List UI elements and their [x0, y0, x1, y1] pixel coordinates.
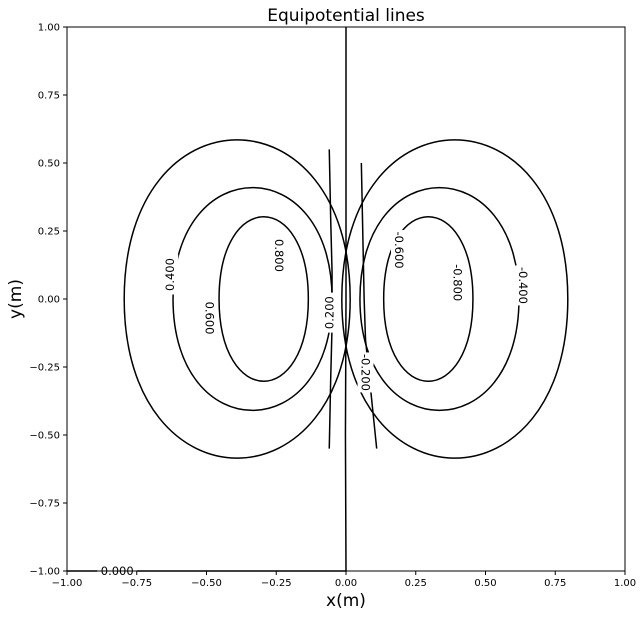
y-tick-label: −0.25: [29, 363, 60, 374]
x-tick-label: 0.25: [405, 578, 427, 589]
x-tick-label: 0.75: [544, 578, 566, 589]
y-tick-label: 0.25: [38, 227, 60, 238]
y-tick-label: −0.50: [29, 431, 60, 442]
y-tick-label: 0.00: [38, 295, 60, 306]
x-tick-label: −0.75: [121, 578, 152, 589]
y-tick-label: −0.75: [29, 499, 60, 510]
x-axis-title: x(m): [326, 591, 366, 611]
contour-label: -0.600: [392, 232, 406, 269]
contour-label-background: [271, 235, 288, 276]
contour-line: [360, 162, 378, 449]
x-tick-label: 0.00: [335, 578, 357, 589]
ticks-layer: −1.00 −0.75 −0.50 −0.25 0.00 0.25 0.50 0.75 1.00…: [29, 23, 636, 590]
y-axis-title: y(m): [6, 279, 26, 319]
chart-title: Equipotential lines: [267, 6, 425, 26]
x-tick-label: 1.00: [614, 578, 636, 589]
contour-label: 0.200: [322, 296, 336, 329]
contour-label-background: [449, 262, 466, 303]
y-tick-label: −1.00: [29, 567, 60, 578]
contour-label-background: [321, 292, 338, 333]
x-tick-label: 0.50: [474, 578, 496, 589]
contour-line: [218, 216, 310, 382]
contour-label: 0.400: [163, 258, 177, 291]
contour-label-background: [201, 298, 218, 339]
x-tick-label: −1.00: [52, 578, 83, 589]
contour-line: [382, 216, 474, 382]
contour-label: -0.200: [359, 354, 373, 391]
y-tick-label: 1.00: [38, 23, 60, 34]
contour-label-background: [357, 352, 374, 393]
y-tick-label: 0.75: [38, 91, 60, 102]
contours-layer: [67, 27, 569, 572]
y-tick-label: 0.50: [38, 159, 60, 170]
contour-label: -0.800: [451, 264, 465, 301]
contour-line: [123, 139, 351, 459]
x-tick-label: −0.25: [261, 578, 292, 589]
contour-label: -0.400: [516, 267, 530, 304]
contour-label-background: [515, 265, 532, 306]
contour-line: [341, 139, 569, 459]
contour-label: 0.600: [202, 302, 216, 335]
contour-label: 0.800: [272, 239, 286, 272]
x-tick-label: −0.50: [191, 578, 222, 589]
contour-label-background: [162, 254, 179, 295]
contour-label-background: [391, 230, 408, 271]
contour-labels-layer: 0.400 0.600 0.800 -0.400 -0.600 -0.800 0.200 -0…: [97, 230, 532, 579]
